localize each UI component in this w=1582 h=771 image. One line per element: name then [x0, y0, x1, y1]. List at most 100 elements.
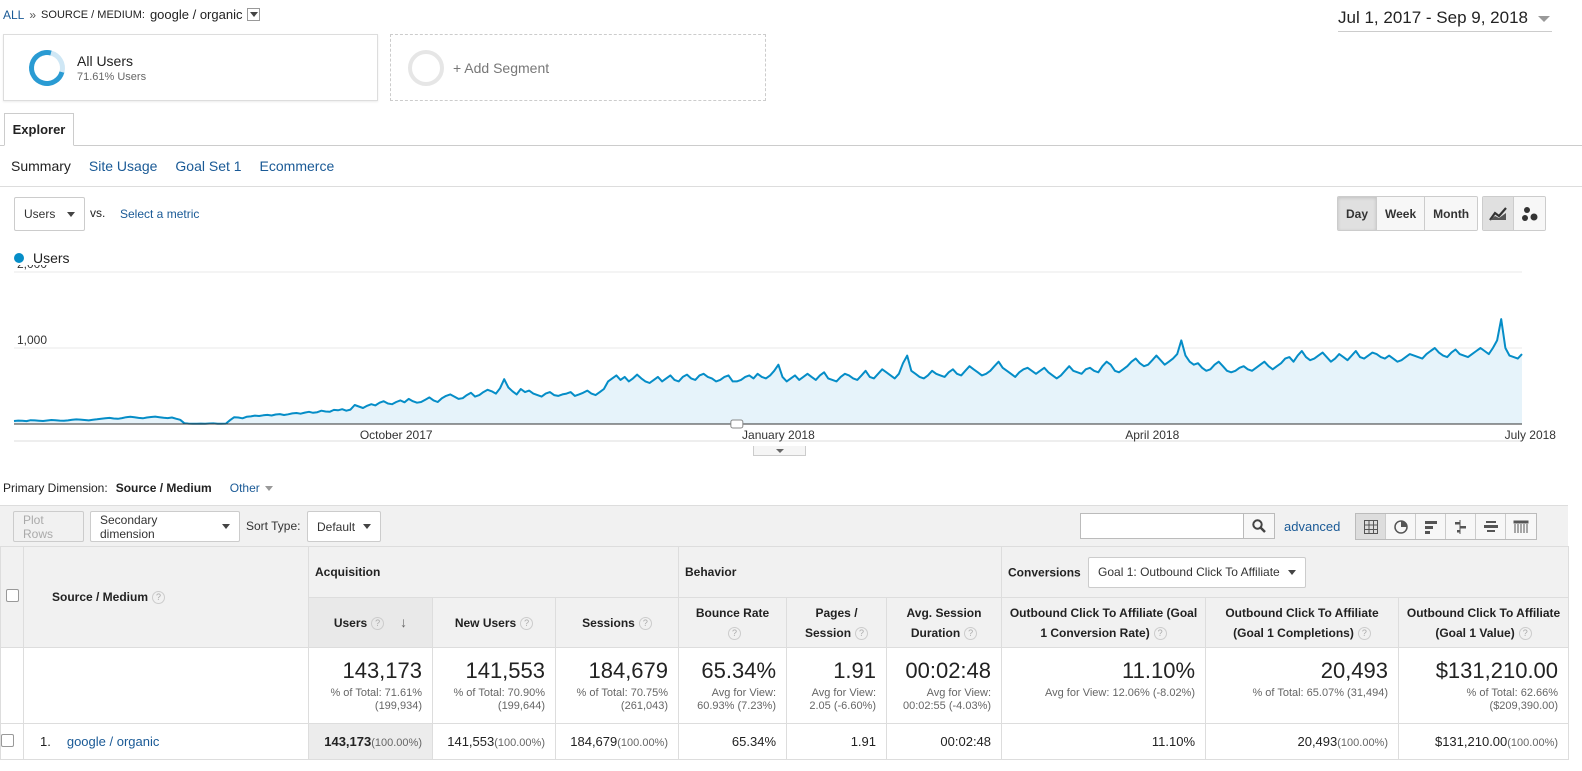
- col-goal1-conversion-rate[interactable]: Outbound Click To Affiliate (Goal 1 Conv…: [1001, 597, 1207, 648]
- plot-rows-button[interactable]: Plot Rows: [13, 511, 84, 542]
- subtab-ecommerce[interactable]: Ecommerce: [259, 158, 335, 174]
- row-cell: 141,553(100.00%): [432, 723, 556, 760]
- metric-selected: Users: [24, 207, 56, 221]
- col-bounce-rate[interactable]: Bounce Rate?: [678, 597, 788, 648]
- motion-chart-button[interactable]: [1514, 197, 1545, 230]
- totals-cell: $131,210.00 % of Total: 62.66% ($209,390.0…: [1398, 647, 1570, 724]
- search-button[interactable]: [1243, 513, 1275, 539]
- total-value: 184,679: [588, 658, 669, 683]
- period-day-button[interactable]: Day: [1338, 197, 1378, 230]
- subtab-summary[interactable]: Summary: [11, 158, 71, 174]
- row-value: 00:02:48: [940, 734, 992, 749]
- select-metric-link[interactable]: Select a metric: [120, 207, 200, 221]
- col-new-users[interactable]: New Users?: [432, 597, 556, 648]
- comparison-view-button[interactable]: [1446, 514, 1476, 539]
- chevron-down-icon: [67, 211, 75, 217]
- chevron-down-icon: [1287, 569, 1296, 575]
- goal-selector-dropdown[interactable]: Goal 1: Outbound Click To Affiliate: [1088, 556, 1306, 588]
- period-month-button[interactable]: Month: [1425, 197, 1478, 230]
- x-tick-label: July 2018: [1505, 428, 1557, 442]
- vs-label: vs.: [90, 206, 106, 220]
- help-icon[interactable]: ?: [728, 626, 742, 640]
- col-pages-session[interactable]: Pages / Session?: [786, 597, 888, 648]
- select-all-checkbox[interactable]: [5, 589, 19, 602]
- tab-divider: [0, 145, 1582, 146]
- tab-explorer[interactable]: Explorer: [4, 113, 74, 146]
- subtab-site-usage[interactable]: Site Usage: [88, 158, 158, 174]
- segment-donut-icon: [22, 42, 72, 93]
- users-line-chart[interactable]: 2,000 1,000 October 2017 January 2018 April …: [0, 265, 1582, 450]
- totals-row: 143,173 % of Total: 71.61% (199,934) 141,5…: [0, 647, 1570, 724]
- data-table-view-button[interactable]: [1356, 514, 1386, 539]
- search-icon: [1252, 519, 1266, 533]
- help-icon[interactable]: ?: [152, 591, 166, 605]
- col-goal1-value[interactable]: Outbound Click To Affiliate (Goal 1 Valu…: [1398, 597, 1570, 648]
- total-value: 143,173: [342, 658, 422, 683]
- advanced-filter-link[interactable]: advanced: [1284, 519, 1341, 534]
- col-avg-session-duration[interactable]: Avg. Session Duration?: [886, 597, 1003, 648]
- table-row[interactable]: 1. google / organic 143,173(100.00%) 141,…: [0, 723, 1570, 760]
- sort-type-dropdown[interactable]: Default: [307, 511, 381, 542]
- help-icon[interactable]: ?: [638, 616, 652, 630]
- line-chart-icon: [1489, 206, 1507, 221]
- primary-dimension-current[interactable]: Source / Medium: [115, 481, 212, 495]
- total-value: 141,553: [465, 658, 545, 683]
- line-chart-button[interactable]: [1483, 197, 1514, 230]
- row-pct: (100.00%): [1337, 737, 1389, 749]
- add-segment-button[interactable]: + Add Segment: [390, 34, 766, 101]
- date-range-picker[interactable]: Jul 1, 2017 - Sep 9, 2018: [1338, 8, 1552, 32]
- chevron-down-icon: [1538, 16, 1550, 22]
- row-dimension-link[interactable]: google / organic: [66, 734, 160, 749]
- period-week-button[interactable]: Week: [1377, 197, 1426, 230]
- row-value: 20,493: [1297, 734, 1338, 749]
- table-search-input[interactable]: [1080, 513, 1244, 539]
- legend-label: Users: [33, 250, 70, 266]
- breadcrumb-all-link[interactable]: ALL: [3, 7, 25, 22]
- help-icon[interactable]: ?: [371, 617, 385, 631]
- totals-cell: 20,493 % of Total: 65.07% (31,494): [1205, 647, 1400, 724]
- total-sub: Avg for View: 12.06% (-8.02%): [1045, 687, 1196, 699]
- col-sessions[interactable]: Sessions?: [554, 597, 680, 648]
- chart-collapse-toggle[interactable]: [753, 446, 806, 456]
- primary-dimension-other-label: Other: [229, 481, 260, 495]
- term-cloud-view-button[interactable]: [1476, 514, 1506, 539]
- metric-dropdown[interactable]: Users: [14, 197, 85, 231]
- x-tick-label: April 2018: [1125, 428, 1179, 442]
- total-sub: Avg for View:: [711, 687, 777, 699]
- primary-dimension-other[interactable]: Other: [230, 481, 273, 495]
- pivot-icon: [1513, 520, 1529, 533]
- breadcrumb-dropdown-icon[interactable]: [247, 8, 261, 21]
- row-pct: (100.00%): [1507, 737, 1559, 749]
- row-cell: $131,210.00(100.00%): [1398, 723, 1570, 760]
- pivot-view-button[interactable]: [1506, 514, 1536, 539]
- total-value: 20,493: [1320, 658, 1389, 683]
- col-goal1-value-label: Outbound Click To Affiliate (Goal 1 Valu…: [1406, 605, 1561, 640]
- row-checkbox[interactable]: [1, 733, 14, 747]
- help-icon[interactable]: ?: [855, 626, 869, 640]
- segment-all-users[interactable]: All Users 71.61% Users: [3, 34, 378, 101]
- total-sub: % of Total: 62.66%: [1466, 687, 1559, 699]
- help-icon[interactable]: ?: [964, 626, 978, 640]
- help-icon[interactable]: ?: [1518, 626, 1532, 640]
- col-new-users-label: New Users: [454, 615, 517, 630]
- table-toolbar: Plot Rows Secondary dimension Sort Type:…: [0, 505, 1568, 546]
- total-value: 1.91: [833, 658, 877, 683]
- pie-view-button[interactable]: [1386, 514, 1416, 539]
- help-icon[interactable]: ?: [520, 616, 534, 630]
- col-users[interactable]: Users? ↓: [308, 597, 433, 648]
- total-sub: % of Total: 70.75%: [576, 687, 669, 699]
- help-icon[interactable]: ?: [1357, 626, 1371, 640]
- subtab-goal-set-1[interactable]: Goal Set 1: [175, 158, 242, 174]
- performance-view-button[interactable]: [1416, 514, 1446, 539]
- bar-chart-icon: [1424, 520, 1437, 534]
- total-sub: (199,934): [374, 700, 422, 712]
- col-goal1-completions[interactable]: Outbound Click To Affiliate (Goal 1 Comp…: [1205, 597, 1400, 648]
- help-icon[interactable]: ?: [1153, 626, 1167, 640]
- secondary-dimension-dropdown[interactable]: Secondary dimension: [90, 511, 240, 542]
- total-sub: % of Total: 71.61%: [330, 687, 422, 699]
- users-series-line: [13, 318, 1523, 425]
- table-view-toggle: [1355, 513, 1537, 540]
- select-all-cell: [0, 546, 24, 648]
- row-value: 1.91: [850, 734, 877, 749]
- dimension-header[interactable]: Source / Medium?: [23, 546, 309, 648]
